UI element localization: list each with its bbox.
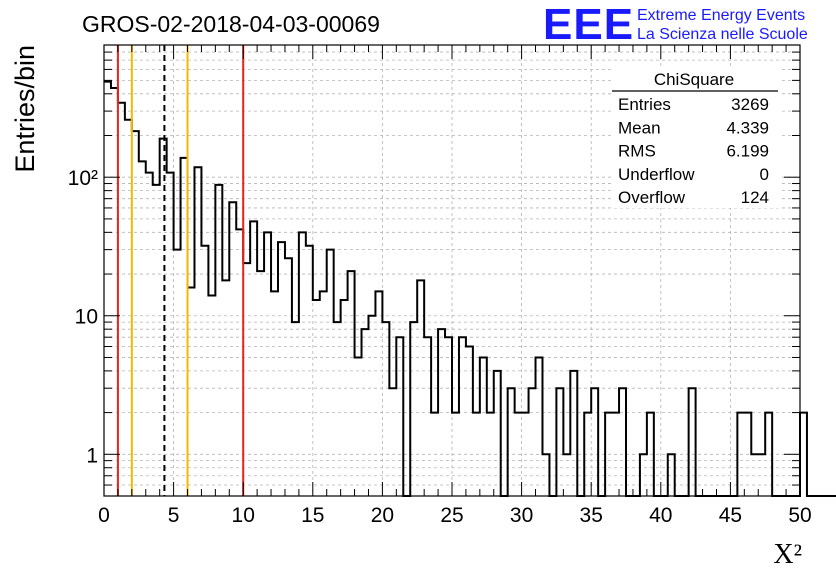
- histogram-bin: [508, 388, 515, 496]
- histogram-bin: [800, 413, 807, 496]
- histogram-bin: [257, 271, 264, 496]
- histogram-bin: [215, 185, 222, 496]
- histogram-bin: [139, 161, 146, 496]
- histogram-bin: [536, 357, 543, 496]
- x-tick-label: 5: [168, 504, 180, 527]
- histogram-bin: [689, 388, 696, 496]
- histogram-bin: [529, 388, 536, 496]
- histogram-bin: [167, 173, 174, 496]
- histogram-bin: [480, 357, 487, 496]
- histogram-bin: [229, 202, 236, 496]
- stats-rows: Entries 3269 Mean 4.339 RMS 6.199 Underflow 0 Ov…: [618, 95, 769, 207]
- x-tick-label: 20: [371, 504, 394, 527]
- histogram-bin: [299, 232, 306, 496]
- histogram-bin: [348, 271, 355, 496]
- histogram-bin: [118, 103, 125, 496]
- histogram-bin: [174, 250, 181, 496]
- x-axis-label: X²: [773, 539, 802, 570]
- x-tick-label: 10: [232, 504, 255, 527]
- histogram-bin: [355, 357, 362, 496]
- histogram-bin: [236, 229, 243, 496]
- chart-title: GROS-02-2018-04-03-00069: [82, 11, 380, 37]
- histogram-bin: [208, 296, 215, 496]
- eee-logo-text: EEE: [543, 0, 634, 49]
- axis-ticks: [103, 44, 801, 497]
- histogram-bin: [160, 139, 167, 496]
- stats-row-value: 4.339: [726, 118, 769, 137]
- x-tick-label: 25: [440, 504, 463, 527]
- histogram-bin: [619, 388, 626, 496]
- stats-row-label: Overflow: [618, 188, 686, 207]
- eee-logo: EEE Extreme Energy Events La Scienza nel…: [543, 0, 808, 49]
- histogram-bin: [181, 158, 188, 496]
- stats-row-value: 3269: [731, 95, 769, 114]
- histogram-bin: [466, 346, 473, 496]
- histogram-bin: [278, 242, 285, 496]
- histogram-bin: [389, 388, 396, 496]
- histogram-bin: [410, 322, 417, 496]
- histogram-bin: [570, 371, 577, 496]
- histogram-outline: [104, 80, 836, 497]
- histogram-bin: [104, 82, 111, 496]
- y-tick-label: 10²: [68, 167, 98, 190]
- stats-row-value: 124: [741, 188, 769, 207]
- histogram-bin: [146, 173, 153, 496]
- y-tick-label: 1: [86, 444, 98, 467]
- y-axis-label: Entries/bin: [10, 45, 40, 173]
- logo-line-2: La Scienza nelle Scuole: [637, 26, 808, 43]
- histogram-bin: [396, 337, 403, 496]
- histogram-bin: [445, 337, 452, 496]
- histogram-bin: [334, 322, 341, 496]
- histogram-bin: [424, 337, 431, 496]
- histogram-bin: [132, 131, 139, 496]
- histogram-bin: [459, 337, 466, 496]
- histogram-bin: [188, 287, 195, 496]
- histogram-bin: [494, 371, 501, 496]
- histogram-bin: [243, 263, 250, 496]
- histogram-bin: [292, 322, 299, 496]
- x-tick-label: 30: [510, 504, 533, 527]
- histogram-bin: [153, 185, 160, 496]
- histogram-bin: [368, 316, 375, 496]
- histogram-bin: [591, 388, 598, 496]
- cut-lines: [116, 45, 245, 496]
- stats-title: ChiSquare: [654, 70, 734, 89]
- histogram-bin: [125, 120, 132, 496]
- histogram-bin: [250, 221, 257, 496]
- stats-row-value: 6.199: [726, 142, 769, 161]
- histogram-bin: [194, 167, 201, 496]
- x-tick-label: 50: [788, 504, 811, 527]
- logo-line-1: Extreme Energy Events: [637, 7, 805, 24]
- histogram-bin: [556, 388, 563, 496]
- x-tick-label: 0: [98, 504, 110, 527]
- histogram-bin: [327, 250, 334, 496]
- stats-box-background: [612, 66, 782, 208]
- stats-box: ChiSquare Entries 3269 Mean 4.339 RMS 6.199 Un…: [612, 66, 782, 208]
- x-tick-label: 15: [301, 504, 324, 527]
- stats-row-label: Underflow: [618, 165, 695, 184]
- stats-row-label: RMS: [618, 142, 656, 161]
- histogram-bin: [382, 322, 389, 496]
- histogram-bin: [111, 88, 118, 496]
- x-tick-label: 35: [580, 504, 603, 527]
- stats-row-label: Entries: [618, 95, 671, 114]
- x-tick-label: 45: [719, 504, 742, 527]
- stats-row-value: 0: [760, 165, 769, 184]
- histogram-bars: [104, 80, 836, 497]
- x-tick-label: 40: [649, 504, 672, 527]
- x-tick-labels: 0 5 10 15 20 25 30 35 40 45 50: [98, 504, 812, 527]
- stats-row-label: Mean: [618, 118, 661, 137]
- y-tick-labels: 1 10 10²: [68, 167, 98, 467]
- y-tick-label: 10: [75, 306, 98, 329]
- histogram-bin: [264, 232, 271, 496]
